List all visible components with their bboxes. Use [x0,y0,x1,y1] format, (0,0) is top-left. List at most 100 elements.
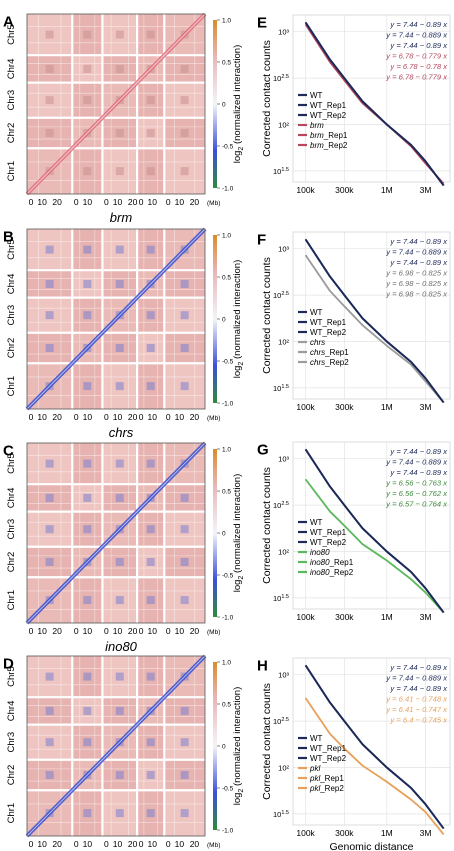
heatmap-centromere [45,525,54,534]
legend-entry: ino80 [310,548,330,557]
colorbar-tick-label: -1.0 [222,186,234,193]
heatmap-centromere [45,128,54,137]
heatmap-tick-label: 10 [113,839,123,849]
heatmap-centromere [83,167,92,176]
fit-equation: y = 6.98 − 0.825 x [385,269,448,278]
legend-entry: WT_Rep2 [310,754,347,763]
chart-panel-F: F 10³ 102.5 10² 101.5 100k 300k 1M 3M Corrected c… [257,231,451,412]
heatmap-tick-label: 10 [147,412,157,422]
legend-entry: WT [310,518,323,527]
x-tick-label: 3M [420,185,432,195]
heatmap-frame [26,13,206,195]
heatmap-tick-label: 0 [166,839,171,849]
y-tick-label: 10² [278,763,289,772]
heatmap-centromere [115,809,124,818]
x-tick-label: 300k [335,612,354,622]
heatmap-tick-label: 10 [113,412,123,422]
fit-equation: y = 7.44 − 0.889 x [385,31,448,40]
y-axis-label: Corrected contact counts [261,467,273,584]
heatmap-centromere [83,382,92,391]
fit-equation: y = 7.44 − 0.889 x [385,674,448,683]
y-tick-label: 10³ [278,245,289,254]
fit-equation: y = 7.44 − 0.89 x [389,447,448,456]
colorbar-tick-label: 0.5 [222,275,231,282]
panel-label: E [257,14,267,31]
heatmap-centromere [146,809,155,818]
y-tick-label: 102.5 [273,501,289,510]
fit-equation: y = 7.44 − 0.889 x [385,458,448,467]
colorbar-tick-label: 0 [222,317,226,324]
panel-label: F [257,231,266,248]
colorbar-tick-label: 1.0 [222,660,231,667]
heatmap-centromere [180,557,189,566]
heatmap-centromere [45,343,54,352]
heatmap-tick-label: 20 [52,626,62,636]
heatmap-centromere [45,493,54,502]
fit-equation: y = 7.44 − 0.89 x [389,41,448,50]
panel-label: H [257,657,268,674]
series-line [304,448,445,614]
colorbar-label: log2 (normalized interaction) [232,260,245,379]
heatmap-tick-label: 10 [175,197,185,207]
series-line [304,697,445,835]
heatmap-centromere [146,128,155,137]
legend-entry: WT_Rep2 [310,328,347,337]
colorbar-tick-label: 0 [222,531,226,538]
heatmap-frame [26,655,206,837]
heatmap-centromere [45,557,54,566]
colorbar-label: log2 (normalized interaction) [232,474,245,593]
colorbar-tick-label: -1.0 [222,401,234,408]
heatmap-centromere [45,738,54,747]
heatmap-centromere [180,343,189,352]
fit-equation: y = 6.78 − 0.78 x [389,62,448,71]
heatmap-tick-label: 20 [128,412,138,422]
heatmap-tick-label: 10 [83,626,93,636]
heatmap-centromere [83,245,92,254]
heatmap-tick-label: 20 [52,412,62,422]
heatmap-centromere [146,672,155,681]
heatmap-centromere [180,64,189,73]
heatmap-centromere [115,128,124,137]
heatmap-centromere [115,557,124,566]
legend-entry: WT [310,734,323,743]
plot-frame [292,14,451,183]
fit-equation: y = 6.56 − 0.763 x [385,479,448,488]
heatmap-tick-label: 20 [190,626,200,636]
heatmap-centromere [180,770,189,779]
y-tick-label: 10³ [278,455,289,464]
x-tick-label: 3M [420,828,432,838]
heatmap-centromere [45,96,54,105]
chart-panel-H: H 10³ 102.5 10² 101.5 100k 300k 1M 3M Corrected c… [257,657,451,851]
heatmap-centromere [83,311,92,320]
heatmap-centromere [146,738,155,747]
heatmap-tick-label: 20 [190,839,200,849]
heatmap-centromere [180,279,189,288]
heatmap-centromere [45,706,54,715]
heatmap-centromere [45,30,54,39]
legend-entry: brm_Rep2 [310,141,348,150]
y-tick-label: 10² [278,120,289,129]
heatmap-diagonal-core [26,442,206,624]
heatmap-centromere [146,167,155,176]
colorbar-tick-label: -1.0 [222,828,234,835]
panel-label: B [3,228,14,245]
heatmap-centromere [180,493,189,502]
heatmap-centromere [115,770,124,779]
legend-entry: WT_Rep2 [310,111,347,120]
fit-equation: y = 6.78 − 0.779 x [385,73,448,82]
heatmap-tick-label: 10 [37,626,47,636]
heatmap-centromere [45,311,54,320]
chromosome-label: Chr2 [6,552,17,573]
heatmap-tick-label: 10 [175,412,185,422]
y-tick-label: 10² [278,547,289,556]
heatmap-centromere [83,525,92,534]
heatmap-centromere [115,30,124,39]
heatmap-centromere [83,738,92,747]
series-line [304,238,445,404]
heatmap-tick-label: 0 [74,839,79,849]
mb-unit-label: (Mb) [207,629,220,636]
y-tick-label: 101.5 [273,810,289,819]
heatmap-tick-label: 0 [166,197,171,207]
heatmap-centromere [83,30,92,39]
